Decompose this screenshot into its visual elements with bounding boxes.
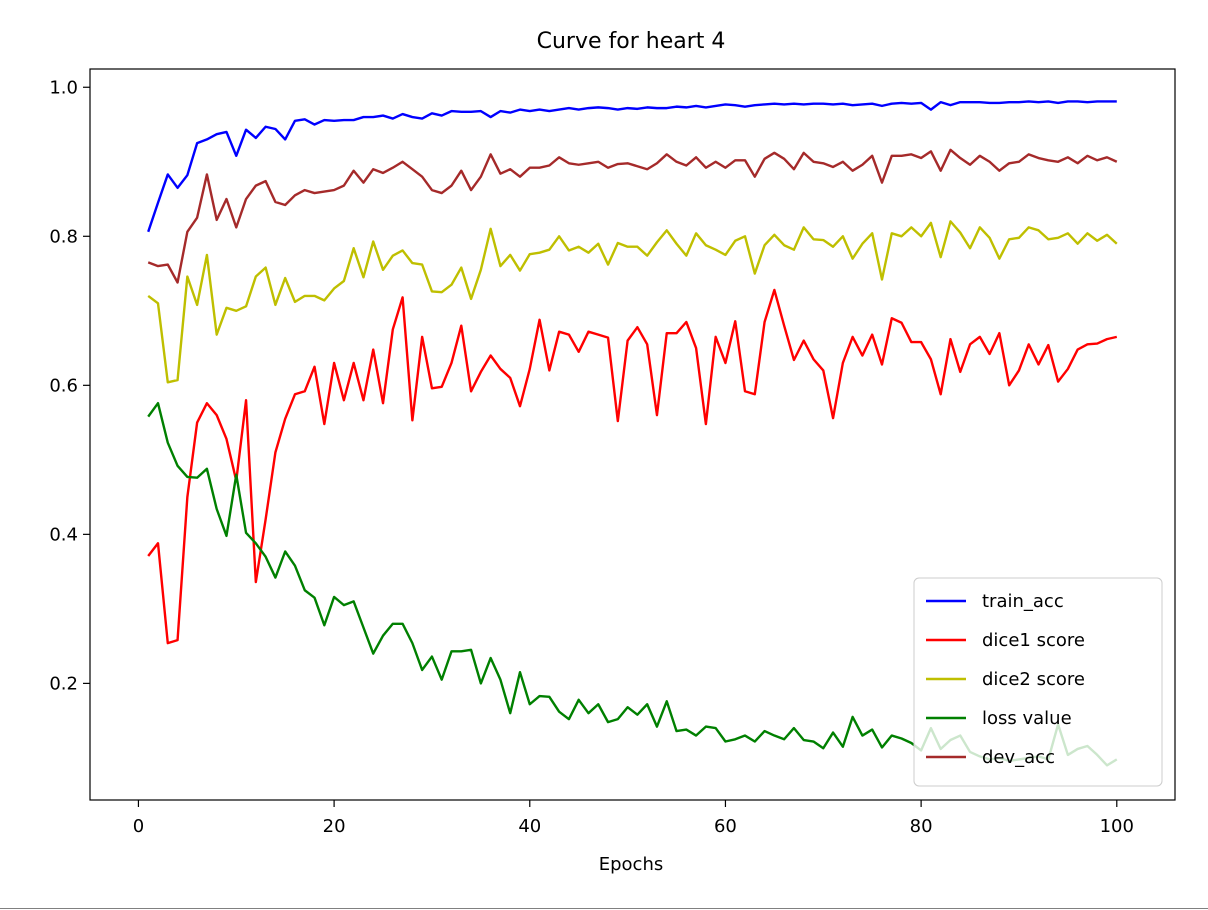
series-line-dice2-score (147, 220, 1118, 384)
x-tick-label: 20 (323, 816, 346, 837)
x-tick-label: 40 (518, 816, 541, 837)
y-tick-label: 0.4 (49, 524, 78, 545)
y-tick-label: 0.6 (49, 375, 78, 396)
plot-frame (89, 68, 1176, 801)
legend: train_acc dice1 score dice2 score loss valu… (913, 577, 1163, 787)
legend-label: loss value (982, 708, 1072, 729)
x-axis: 0 20 40 60 80 100 (133, 800, 1134, 837)
x-tick-label: 60 (714, 816, 737, 837)
series-line-dev-acc (147, 148, 1118, 284)
y-tick-label: 1.0 (49, 77, 78, 98)
series-line-dice1-score (147, 288, 1118, 645)
series-line-train-acc (147, 100, 1117, 233)
x-tick-label: 0 (133, 816, 144, 837)
legend-box (913, 577, 1163, 787)
y-tick-label: 0.8 (49, 226, 78, 247)
legend-label: dice1 score (982, 630, 1085, 651)
x-tick-label: 100 (1100, 816, 1134, 837)
y-axis: 0.2 0.4 0.6 0.8 1.0 (49, 77, 90, 694)
series-layer (147, 100, 1118, 767)
legend-label: train_acc (982, 591, 1064, 612)
bottom-rule (0, 908, 1208, 909)
x-tick-label: 80 (910, 816, 933, 837)
y-tick-label: 0.2 (49, 673, 78, 694)
chart-title: Curve for heart 4 (537, 29, 726, 54)
x-axis-label: Epochs (599, 854, 664, 875)
legend-label: dev_acc (982, 747, 1055, 768)
legend-label: dice2 score (982, 669, 1085, 690)
